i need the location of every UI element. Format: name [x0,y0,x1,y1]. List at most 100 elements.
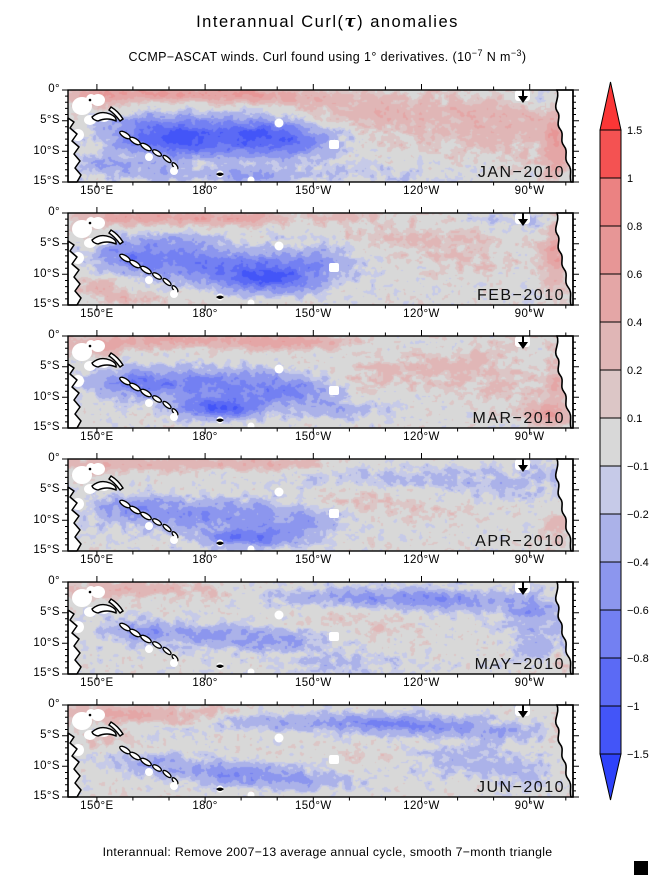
galapagos-marker [518,90,528,103]
map-panel-apr-2010: APR−2010 0° 5°S 10°S 15°S 150°E 180° 150°W 120°… [33,452,579,566]
island-gap [274,487,284,497]
colorbar-label: −1.5 [627,749,649,761]
colorbar-label: 1 [627,173,633,185]
subtitle-units: N m [482,50,511,65]
y-tick-label: 10°S [33,145,60,157]
island-gap [86,94,96,104]
map-panel-jun-2010: JUN−2010 0° 5°S 10°S 15°S 150°E 180° 150°W 120°… [33,698,579,812]
x-tick-label: 120°W [403,185,440,197]
colorbar-segment [599,177,622,227]
colorbar-arrow-bottom [599,753,622,801]
island-gap [329,263,339,272]
coastline-new-guinea [67,117,82,183]
colorbar-label: 0.6 [627,269,642,281]
island-gap [145,399,153,407]
anomaly-field-canvas [68,582,573,674]
colorbar-label: 0.8 [627,221,642,233]
x-tick-label: 180° [192,431,218,443]
island-gap [170,782,178,790]
y-tick-label: 5°S [40,360,60,372]
panel-frame [67,458,574,552]
axis-ticks [62,576,579,680]
island-dot [88,590,92,594]
island-small [216,664,224,668]
islands-solomons [119,745,179,785]
island-gap [145,522,153,530]
month-label: JUN−2010 [476,779,565,796]
corner-marker [634,861,648,875]
island-dot [88,467,92,471]
galapagos-marker [518,459,528,472]
coastline-new-guinea [67,609,82,675]
island-new-britain [91,480,117,491]
x-tick-label: 90°W [514,308,545,320]
colorbar-label: 0.1 [627,413,642,425]
island-gap [329,386,339,395]
subtitle-text: CCMP−ASCAT winds. Curl found using 1° de… [128,50,472,65]
island-gap [329,632,339,641]
x-tick-label: 120°W [403,431,440,443]
figure-subtitle: CCMP−ASCAT winds. Curl found using 1° de… [0,48,655,64]
island-gap [86,463,96,473]
coastline-new-guinea [67,486,82,552]
land-overlay [67,335,574,430]
coastline-south-america [554,458,574,552]
x-tick-label: 150°W [294,431,332,443]
month-label: FEB−2010 [476,287,565,304]
colorbar-segment [599,465,622,515]
y-tick-label: 5°S [40,729,60,741]
island-gap [274,733,284,743]
y-tick-label: 15°S [33,667,60,679]
coastline-south-america [554,335,574,429]
colorbar-label: −1 [627,701,640,713]
colorbar-arrow-top [599,81,622,131]
subtitle-exponent: −7 [471,48,483,58]
map-overlay [62,84,579,188]
island-gap [274,364,284,374]
x-tick-label: 120°W [403,677,440,689]
island-gap [274,241,284,251]
x-tick-label: 90°W [514,800,545,812]
x-tick-label: 90°W [514,677,545,689]
x-tick-label: 150°W [294,185,332,197]
x-tick-label: 150°E [80,677,114,689]
island-new-ireland [108,598,124,614]
y-tick-label: 0° [48,452,60,464]
month-label: APR−2010 [475,533,565,550]
island-gap [86,709,96,719]
coastline-new-guinea [67,240,82,306]
x-tick-label: 150°E [80,185,114,197]
island-gap [170,536,178,544]
island-new-ireland [108,475,124,491]
panel-frame [67,581,574,675]
island-gap [145,768,153,776]
colorbar-label: 1.5 [627,125,642,137]
colorbar-segment [599,129,622,179]
colorbar-segment [599,561,622,611]
island-gap [170,413,178,421]
colorbar-label: −0.4 [627,557,649,569]
axis-ticks [62,330,579,434]
y-tick-label: 0° [48,698,60,710]
island-small [216,295,224,299]
island-gap [86,340,96,350]
subtitle-close: ) [521,50,527,65]
y-tick-label: 10°S [33,268,60,280]
colorbar-label: 0.2 [627,365,642,377]
x-tick-label: 120°W [403,308,440,320]
y-tick-label: 15°S [33,544,60,556]
island-new-britain [91,357,117,368]
map-overlay [62,453,579,557]
island-dot [88,221,92,225]
land-overlay [67,212,574,307]
y-tick-label: 10°S [33,760,60,772]
y-tick-label: 5°S [40,606,60,618]
island-small [216,418,224,422]
island-gap [329,509,339,518]
axis-ticks [62,207,579,311]
island-dot [88,344,92,348]
galapagos-marker [518,582,528,595]
islands-solomons [119,130,179,170]
colorbar-segment [599,609,622,659]
